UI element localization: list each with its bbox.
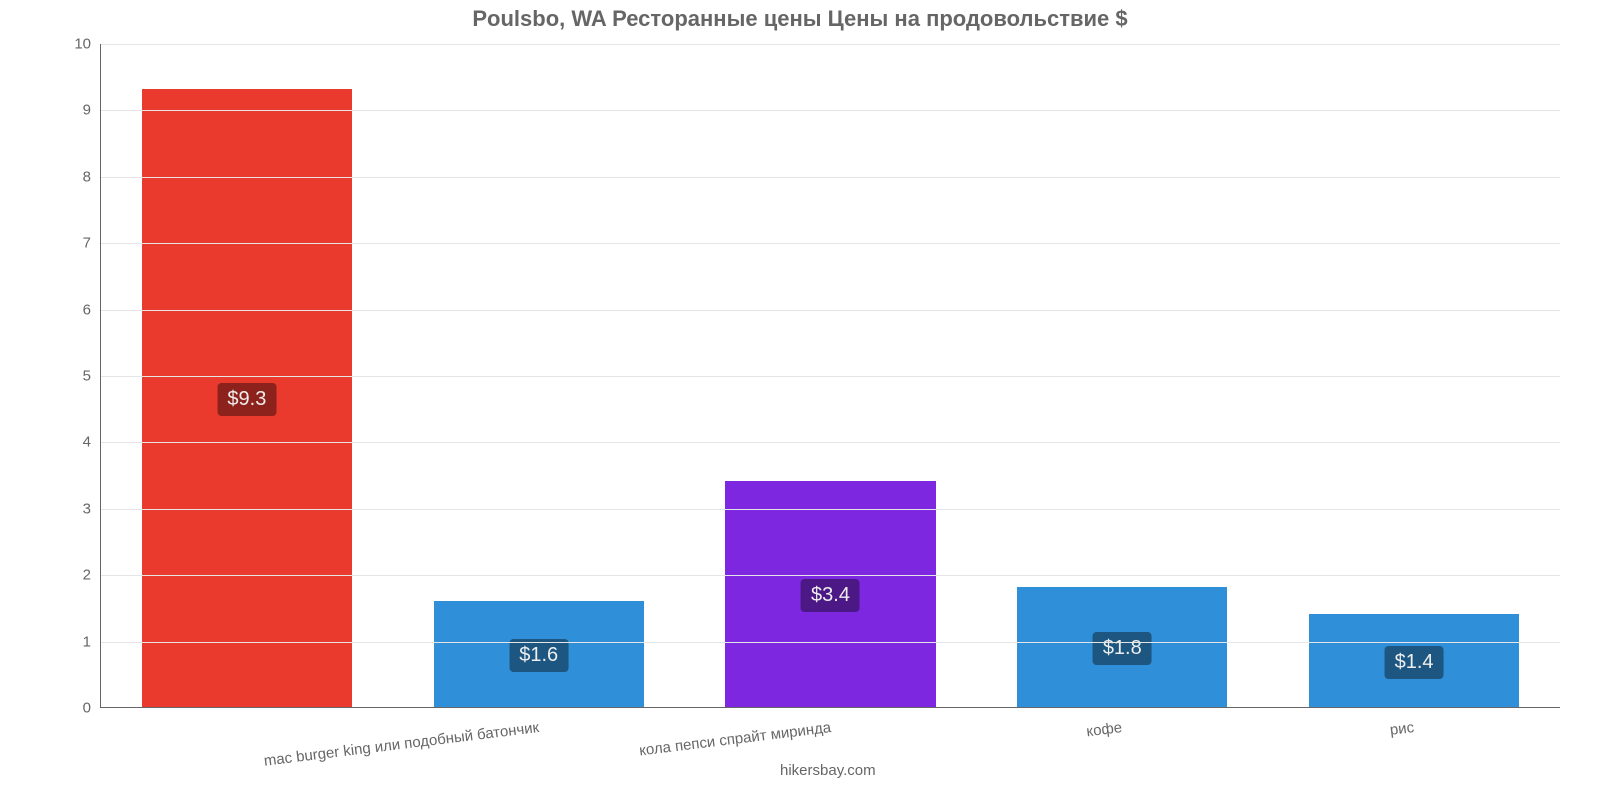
bar-chart: Poulsbo, WA Ресторанные цены Цены на про… [0,0,1600,800]
ytick-label: 8 [83,168,101,185]
bar-value-label: $1.6 [509,639,568,672]
gridline [101,44,1560,45]
bar-value-label: $1.8 [1093,632,1152,665]
ytick-label: 7 [83,235,101,252]
xtick-label: mac burger king или подобный батончик [240,719,540,772]
xtick-label: бананы [1407,719,1600,772]
bar: $1.4 [1309,614,1519,707]
ytick-label: 0 [83,700,101,717]
chart-title: Poulsbo, WA Ресторанные цены Цены на про… [0,6,1600,32]
bar: $9.3 [142,89,352,707]
gridline [101,642,1560,643]
ytick-label: 10 [74,36,101,53]
bar: $3.4 [725,481,935,707]
bar-value-label: $9.3 [217,383,276,416]
gridline [101,177,1560,178]
xtick-label: рис [1115,719,1415,772]
ytick-label: 2 [83,567,101,584]
ytick-label: 3 [83,500,101,517]
gridline [101,110,1560,111]
ytick-label: 9 [83,102,101,119]
ytick-label: 1 [83,633,101,650]
gridline [101,310,1560,311]
plot-area: $9.3mac burger king или подобный батончи… [100,44,1560,708]
bar: $1.6 [434,601,644,707]
gridline [101,376,1560,377]
bar-value-label: $3.4 [801,579,860,612]
credit-text: hikersbay.com [780,762,876,779]
gridline [101,243,1560,244]
bar-value-label: $1.4 [1385,646,1444,679]
ytick-label: 6 [83,301,101,318]
gridline [101,442,1560,443]
bar: $1.8 [1017,587,1227,707]
ytick-label: 4 [83,434,101,451]
gridline [101,575,1560,576]
gridline [101,509,1560,510]
ytick-label: 5 [83,368,101,385]
